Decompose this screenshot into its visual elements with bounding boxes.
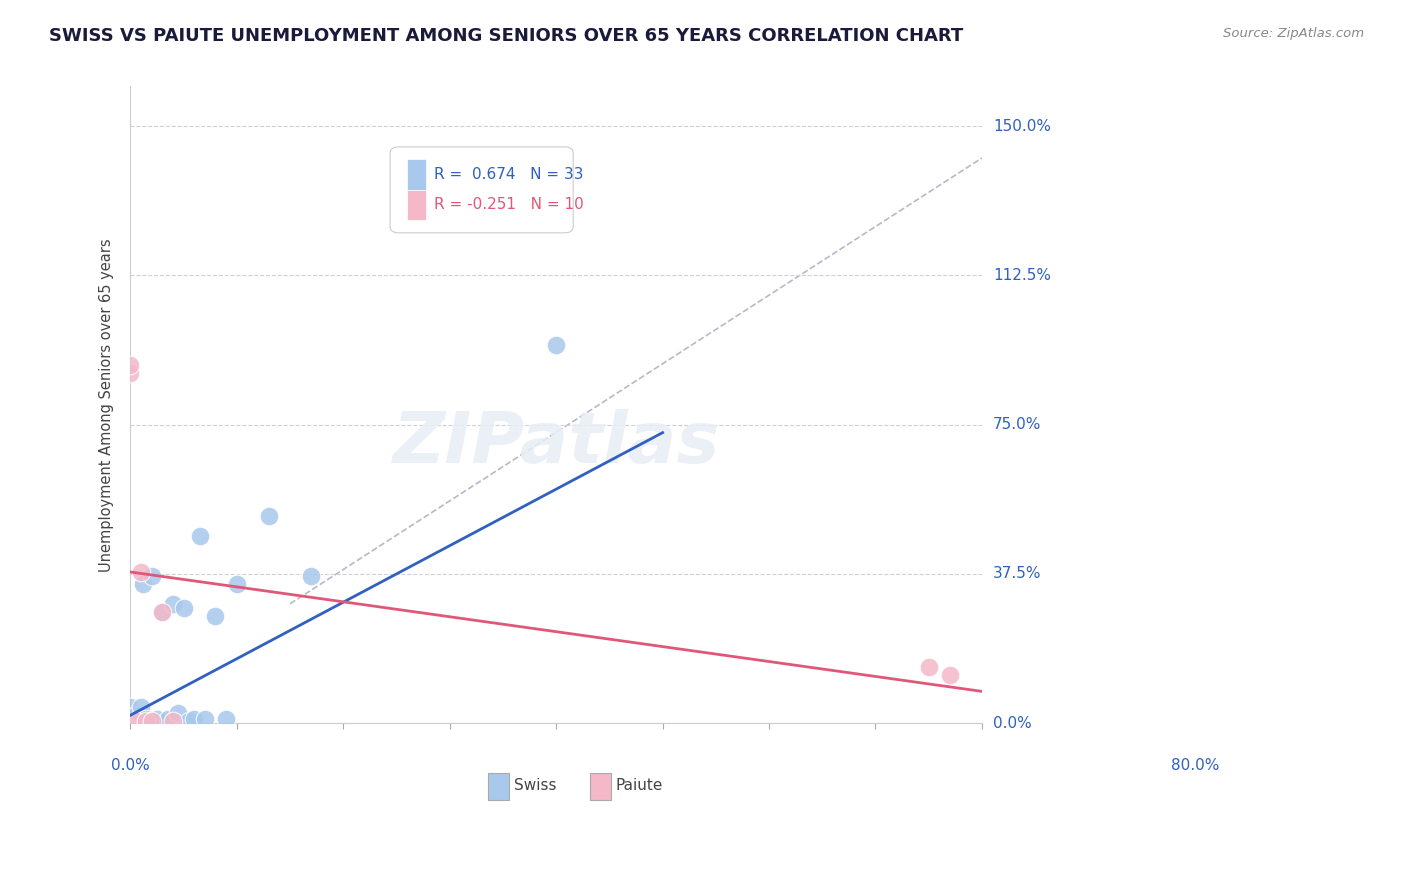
- Point: [120, 710, 142, 724]
- Text: SWISS VS PAIUTE UNEMPLOYMENT AMONG SENIORS OVER 65 YEARS CORRELATION CHART: SWISS VS PAIUTE UNEMPLOYMENT AMONG SENIO…: [49, 27, 963, 45]
- FancyBboxPatch shape: [591, 772, 612, 799]
- Point: [129, 714, 152, 729]
- FancyBboxPatch shape: [408, 159, 426, 189]
- Point: [141, 714, 163, 729]
- Point: [120, 708, 142, 723]
- Y-axis label: Unemployment Among Seniors over 65 years: Unemployment Among Seniors over 65 years: [100, 238, 114, 572]
- Point: [939, 668, 962, 682]
- Text: Paiute: Paiute: [616, 778, 664, 793]
- Point: [257, 509, 280, 524]
- Text: R =  0.674   N = 33: R = 0.674 N = 33: [434, 167, 583, 182]
- Point: [299, 569, 322, 583]
- Text: 80.0%: 80.0%: [1171, 758, 1219, 773]
- Point: [120, 712, 142, 726]
- Point: [156, 712, 179, 726]
- Point: [188, 529, 211, 543]
- Point: [150, 605, 173, 619]
- FancyBboxPatch shape: [488, 772, 509, 799]
- Point: [204, 608, 226, 623]
- Point: [129, 565, 152, 579]
- Point: [146, 712, 169, 726]
- Point: [129, 712, 152, 726]
- Point: [215, 712, 238, 726]
- Text: 37.5%: 37.5%: [993, 566, 1042, 582]
- Point: [225, 577, 247, 591]
- Point: [135, 714, 157, 729]
- Point: [129, 700, 152, 714]
- Point: [177, 714, 200, 729]
- Point: [132, 577, 155, 591]
- Text: 0.0%: 0.0%: [111, 758, 149, 773]
- Text: Swiss: Swiss: [513, 778, 555, 793]
- FancyBboxPatch shape: [408, 189, 426, 220]
- Text: 0.0%: 0.0%: [993, 715, 1032, 731]
- Point: [150, 605, 173, 619]
- Point: [173, 600, 195, 615]
- Point: [194, 712, 217, 726]
- Point: [162, 597, 184, 611]
- Point: [183, 712, 205, 726]
- Point: [120, 700, 142, 714]
- Point: [141, 714, 163, 729]
- Text: 75.0%: 75.0%: [993, 417, 1042, 433]
- Text: Source: ZipAtlas.com: Source: ZipAtlas.com: [1223, 27, 1364, 40]
- Point: [128, 712, 150, 726]
- Point: [124, 714, 146, 729]
- Point: [124, 714, 146, 729]
- Text: ZIPatlas: ZIPatlas: [392, 409, 720, 477]
- Point: [120, 714, 142, 729]
- Point: [167, 706, 190, 721]
- Point: [129, 708, 152, 723]
- Text: R = -0.251   N = 10: R = -0.251 N = 10: [434, 197, 583, 212]
- Point: [918, 660, 941, 674]
- Point: [124, 708, 146, 723]
- Point: [141, 569, 163, 583]
- FancyBboxPatch shape: [389, 147, 574, 233]
- Text: 112.5%: 112.5%: [993, 268, 1052, 283]
- Point: [546, 338, 568, 352]
- Point: [120, 358, 142, 372]
- Point: [135, 712, 157, 726]
- Point: [162, 714, 184, 729]
- Point: [120, 366, 142, 380]
- Text: 150.0%: 150.0%: [993, 119, 1052, 134]
- Point: [135, 714, 157, 729]
